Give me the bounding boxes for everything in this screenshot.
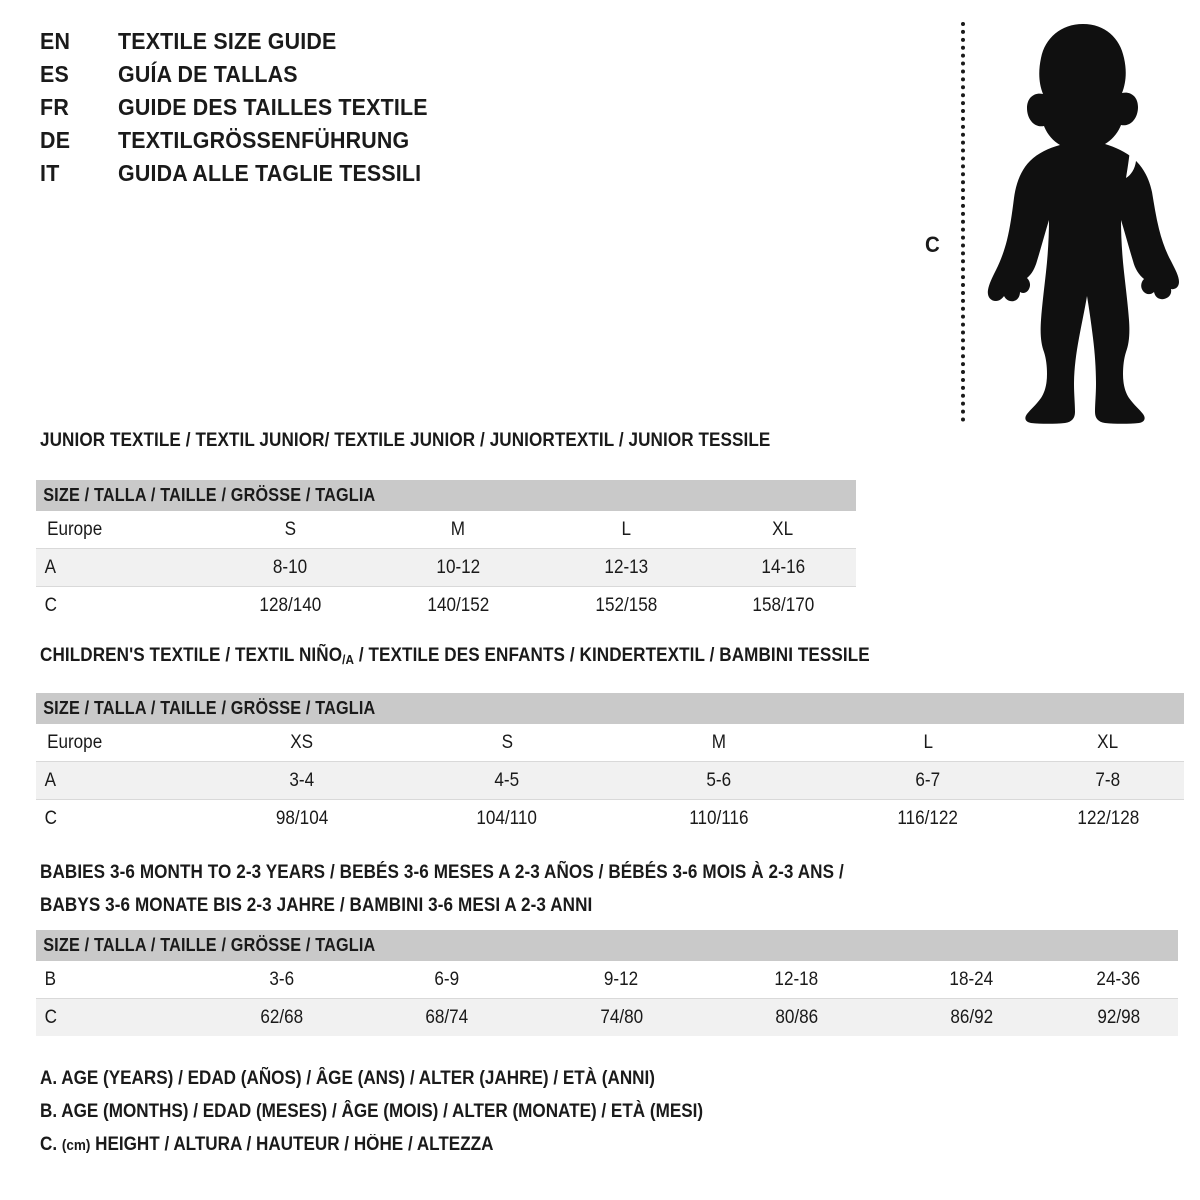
babies-row-b-cell-4: 18-24: [884, 961, 1059, 999]
junior-table-bar-label: SIZE / TALLA / TAILLE / GRÖSSE / TAGLIA: [36, 480, 857, 511]
language-row-fr: FR GUIDE DES TAILLES TEXTILE: [40, 94, 660, 127]
legend-line-c-pre: C.: [40, 1134, 62, 1155]
babies-row-c-label: C: [36, 998, 204, 1036]
language-row-es: ES GUÍA DE TALLAS: [40, 61, 660, 94]
junior-row-europe-cell-1: M: [374, 511, 542, 549]
children-row-a-cell-1: 4-5: [400, 761, 614, 800]
babies-table-bar-label: SIZE / TALLA / TAILLE / GRÖSSE / TAGLIA: [36, 930, 1179, 961]
language-row-de: DE TEXTILGRÖSSENFÜHRUNG: [40, 127, 660, 160]
babies-row-b-cell-5: 24-36: [1059, 961, 1179, 999]
babies-section-heading-line2: BABYS 3-6 MONATE BIS 2-3 JAHRE / BAMBINI…: [40, 895, 593, 916]
children-row-c: C 98/104 104/110 110/116 116/122 122/128: [36, 800, 1184, 838]
babies-row-c-cell-0: 62/68: [204, 998, 359, 1036]
children-row-c-cell-4: 122/128: [1077, 807, 1139, 829]
children-row-europe-label: Europe: [36, 724, 204, 762]
babies-row-b-cell-2: 9-12: [534, 961, 709, 999]
children-size-table: SIZE / TALLA / TAILLE / GRÖSSE / TAGLIA …: [36, 693, 1185, 838]
junior-row-c-cell-3: 158/170: [752, 594, 814, 616]
babies-row-c-cell-2: 74/80: [534, 998, 709, 1036]
children-row-c-cell-1: 104/110: [476, 807, 538, 829]
children-heading-pre: CHILDREN'S TEXTILE / TEXTIL NIÑO: [40, 645, 343, 666]
babies-row-b-cell-3: 12-18: [709, 961, 884, 999]
junior-row-c-label: C: [44, 594, 58, 616]
children-row-europe-cell-2: M: [614, 724, 824, 762]
junior-row-a-cell-1: 10-12: [374, 548, 542, 587]
toddler-silhouette-icon: [987, 24, 1179, 424]
babies-row-b-cell-1: 6-9: [359, 961, 534, 999]
junior-table-bar-row: SIZE / TALLA / TAILLE / GRÖSSE / TAGLIA: [36, 480, 857, 511]
children-row-europe-cell-0: XS: [204, 724, 400, 762]
legend-line-a: A. AGE (YEARS) / EDAD (AÑOS) / ÂGE (ANS)…: [40, 1068, 655, 1089]
junior-row-a: A 8-10 10-12 12-13 14-16: [36, 548, 857, 587]
babies-section-heading-line1: BABIES 3-6 MONTH TO 2-3 YEARS / BEBÉS 3-…: [40, 862, 844, 883]
junior-row-c-cell-1: 140/152: [427, 594, 489, 616]
language-title-fr: GUIDE DES TAILLES TEXTILE: [118, 94, 428, 120]
children-table-bar-row: SIZE / TALLA / TAILLE / GRÖSSE / TAGLIA: [36, 693, 1185, 724]
language-code-de: DE: [40, 127, 71, 153]
junior-row-a-cell-2: 12-13: [542, 548, 710, 587]
height-measure-label: C: [925, 232, 940, 257]
junior-row-europe-cell-3: XL: [710, 511, 857, 549]
junior-row-europe-cell-0: S: [206, 511, 374, 549]
language-title-it: GUIDA ALLE TAGLIE TESSILI: [118, 160, 422, 186]
junior-row-c: C 128/140 140/152 152/158 158/170: [36, 587, 856, 625]
junior-row-a-cell-0: 8-10: [206, 548, 374, 587]
babies-row-b: B 3-6 6-9 9-12 12-18 18-24 24-36: [36, 961, 1179, 999]
children-row-europe-cell-1: S: [400, 724, 614, 762]
children-table-bar-label: SIZE / TALLA / TAILLE / GRÖSSE / TAGLIA: [36, 693, 1185, 724]
junior-section-heading: JUNIOR TEXTILE / TEXTIL JUNIOR/ TEXTILE …: [40, 430, 771, 451]
babies-row-b-label: B: [36, 961, 204, 999]
babies-row-c: C 62/68 68/74 74/80 80/86 86/92 92/98: [36, 998, 1179, 1036]
language-code-fr: FR: [40, 94, 70, 120]
language-code-en: EN: [40, 28, 71, 54]
legend-line-c-post: HEIGHT / ALTURA / HAUTEUR / HÖHE / ALTEZ…: [90, 1134, 494, 1155]
height-dashed-line-icon: [961, 22, 965, 422]
junior-row-a-label: A: [36, 548, 206, 587]
legend-line-c: C. (cm) HEIGHT / ALTURA / HAUTEUR / HÖHE…: [40, 1128, 703, 1161]
babies-row-c-cell-4: 86/92: [884, 998, 1059, 1036]
children-row-c-cell-2: 110/116: [689, 807, 749, 829]
height-illustration: C: [905, 14, 1185, 429]
children-row-a-label: A: [36, 761, 204, 800]
children-row-europe-cell-3: L: [824, 724, 1032, 762]
babies-table-bar-row: SIZE / TALLA / TAILLE / GRÖSSE / TAGLIA: [36, 930, 1179, 961]
language-row-it: IT GUIDA ALLE TAGLIE TESSILI: [40, 160, 660, 193]
language-code-es: ES: [40, 61, 70, 87]
junior-row-europe-cell-2: L: [542, 511, 710, 549]
legend-line-c-unit: (cm): [61, 1137, 91, 1154]
language-title-es: GUÍA DE TALLAS: [118, 61, 298, 87]
language-header-block: EN TEXTILE SIZE GUIDE ES GUÍA DE TALLAS …: [40, 28, 660, 193]
children-section-heading: CHILDREN'S TEXTILE / TEXTIL NIÑO/A / TEX…: [40, 645, 870, 667]
language-title-de: TEXTILGRÖSSENFÜHRUNG: [118, 127, 410, 153]
babies-row-b-cell-0: 3-6: [204, 961, 359, 999]
children-row-a-cell-4: 7-8: [1032, 761, 1185, 800]
junior-row-a-cell-3: 14-16: [710, 548, 857, 587]
children-row-a: A 3-4 4-5 5-6 6-7 7-8: [36, 761, 1185, 800]
language-code-it: IT: [40, 160, 60, 186]
children-row-c-cell-3: 116/122: [897, 807, 959, 829]
children-row-a-cell-0: 3-4: [204, 761, 400, 800]
babies-row-c-cell-5: 92/98: [1059, 998, 1179, 1036]
legend-block: A. AGE (YEARS) / EDAD (AÑOS) / ÂGE (ANS)…: [40, 1062, 777, 1161]
children-row-a-cell-3: 6-7: [824, 761, 1032, 800]
language-row-en: EN TEXTILE SIZE GUIDE: [40, 28, 660, 61]
legend-line-b: B. AGE (MONTHS) / EDAD (MESES) / ÂGE (MO…: [40, 1101, 704, 1122]
junior-size-table: SIZE / TALLA / TAILLE / GRÖSSE / TAGLIA …: [36, 480, 857, 625]
junior-row-c-cell-2: 152/158: [595, 594, 657, 616]
children-row-europe-cell-4: XL: [1032, 724, 1185, 762]
children-row-c-label: C: [44, 807, 58, 829]
junior-row-europe: Europe S M L XL: [36, 511, 857, 549]
children-heading-post: / TEXTILE DES ENFANTS / KINDERTEXTIL / B…: [353, 645, 870, 666]
babies-size-table: SIZE / TALLA / TAILLE / GRÖSSE / TAGLIA …: [36, 930, 1179, 1036]
children-row-a-cell-2: 5-6: [614, 761, 824, 800]
babies-row-c-cell-3: 80/86: [709, 998, 884, 1036]
junior-row-europe-label: Europe: [36, 511, 206, 549]
babies-row-c-cell-1: 68/74: [359, 998, 534, 1036]
children-heading-sub: /A: [342, 651, 354, 667]
junior-row-c-cell-0: 128/140: [259, 594, 321, 616]
children-row-c-cell-0: 98/104: [275, 807, 329, 829]
language-title-en: TEXTILE SIZE GUIDE: [118, 28, 337, 54]
children-row-europe: Europe XS S M L XL: [36, 724, 1185, 762]
